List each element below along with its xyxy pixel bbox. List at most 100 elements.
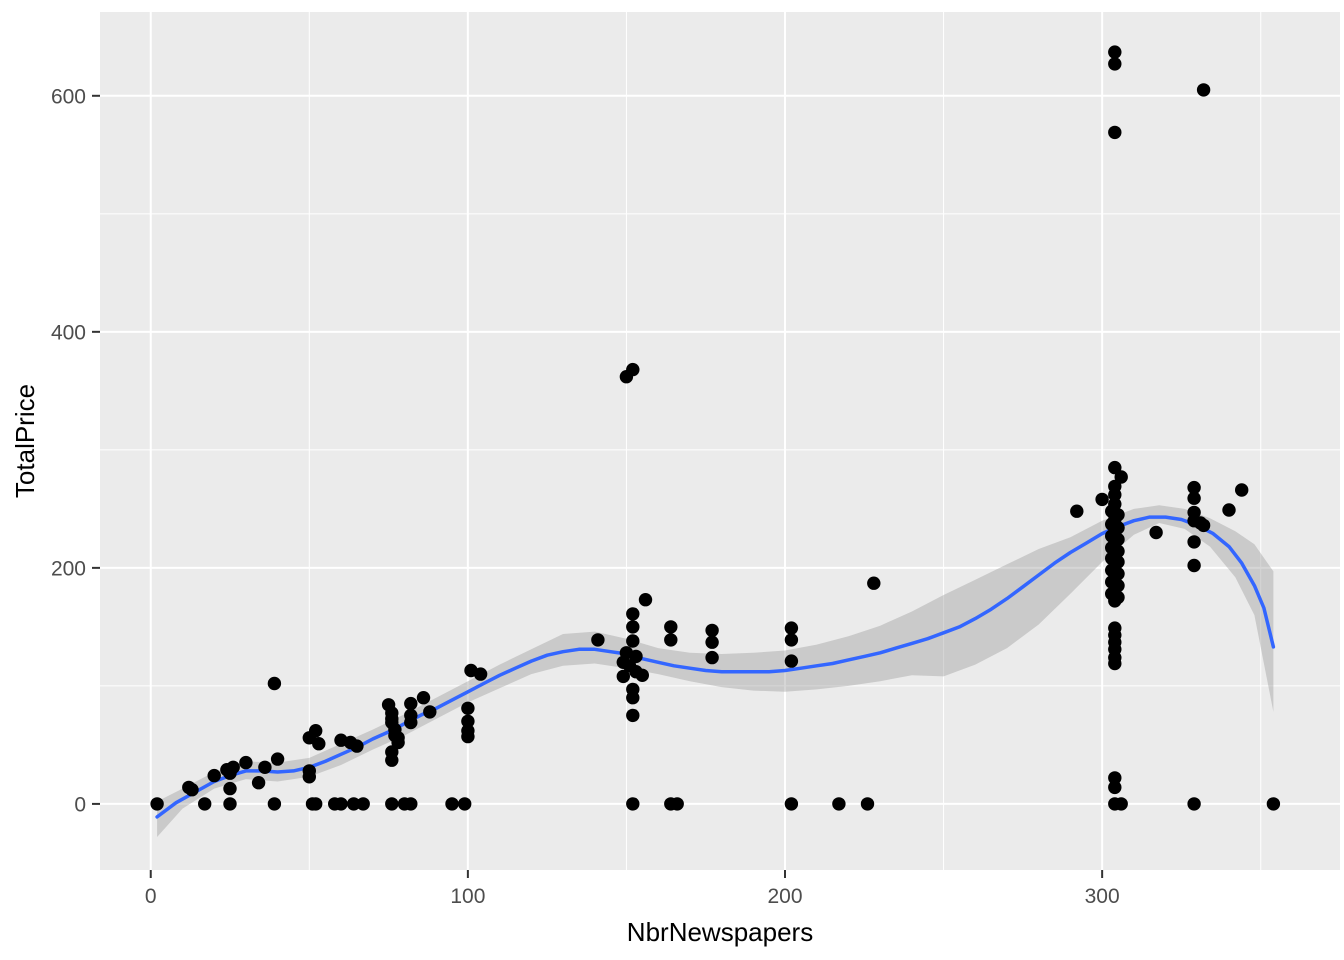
scatter-point: [626, 607, 640, 621]
scatter-point: [1108, 594, 1122, 608]
scatter-point: [1108, 488, 1122, 502]
panel-layer: [100, 12, 1340, 870]
scatter-point: [334, 797, 348, 811]
scatter-point: [473, 667, 488, 681]
scatter-point: [705, 650, 719, 665]
y-tick-label: 200: [51, 557, 86, 580]
scatter-point: [198, 797, 212, 811]
scatter-point: [1108, 656, 1122, 671]
scatter-point: [784, 654, 799, 668]
scatter-point: [270, 752, 285, 766]
x-tick-label: 0: [145, 885, 157, 908]
scatter-point: [1114, 797, 1128, 811]
scatter-point: [1187, 491, 1201, 505]
scatter-point: [267, 797, 282, 811]
axis-tick-labels: 0 100 200 300 0 200 400 600: [51, 85, 1120, 908]
scatter-point: [350, 739, 364, 753]
scatter-point: [1108, 45, 1122, 59]
scatter-point: [461, 701, 475, 715]
scatter-point: [616, 669, 630, 684]
scatter-point: [784, 797, 799, 811]
scatter-point: [1266, 797, 1281, 811]
scatter-point: [1108, 57, 1122, 71]
scatter-point: [626, 691, 640, 705]
scatter-point: [629, 649, 643, 664]
scatter-point: [1108, 460, 1122, 475]
scatter-point: [267, 676, 282, 691]
scatter-point: [207, 768, 221, 783]
scatter-point: [1187, 535, 1201, 549]
scatter-point: [1108, 125, 1122, 140]
scatter-point: [1222, 503, 1236, 517]
scatter-point: [1149, 525, 1163, 540]
scatter-point: [626, 708, 640, 723]
scatter-point: [1187, 558, 1201, 573]
scatter-point: [391, 735, 405, 750]
scatter-point: [461, 729, 475, 744]
scatter-point: [223, 781, 237, 796]
scatter-point: [1095, 492, 1109, 507]
scatter-point: [626, 620, 640, 634]
scatter-points: [150, 45, 1281, 811]
scatter-point: [638, 593, 653, 607]
scatter-point: [385, 797, 399, 811]
scatter-point: [150, 797, 164, 811]
scatter-point: [223, 797, 237, 811]
scatter-point: [626, 797, 640, 811]
scatter-point: [705, 635, 719, 649]
scatter-point: [1187, 480, 1201, 495]
scatter-point: [309, 724, 323, 738]
scatter-point: [1196, 518, 1211, 533]
scatter-point: [356, 797, 370, 811]
y-tick-label: 400: [51, 321, 86, 344]
scatter-point: [423, 705, 437, 719]
x-tick-label: 100: [450, 885, 485, 908]
scatter-point: [670, 797, 684, 811]
scatter-point: [385, 753, 399, 767]
scatter-point: [404, 696, 418, 711]
scatter-point: [1070, 504, 1084, 518]
scatter-point: [302, 770, 316, 784]
scatter-point: [312, 737, 326, 751]
scatter-point: [664, 633, 678, 647]
scatter-point: [1187, 797, 1201, 811]
scatter-point: [635, 668, 649, 682]
plot-panel: [100, 12, 1340, 870]
axis-tick-marks: [92, 94, 1104, 878]
y-axis-title: TotalPrice: [10, 384, 40, 498]
scatter-point: [626, 362, 640, 377]
scatter-point: [867, 576, 881, 590]
scatter-point: [458, 797, 472, 811]
scatter-point: [784, 621, 799, 635]
scatter-point: [404, 715, 418, 730]
scatter-point: [832, 797, 846, 811]
x-axis-title: NbrNewspapers: [627, 917, 813, 947]
scatter-point: [1108, 780, 1122, 795]
scatter-point: [1108, 771, 1122, 785]
scatter-point: [1196, 83, 1211, 97]
scatter-point: [404, 797, 418, 811]
scatter-point: [591, 633, 605, 647]
x-tick-label: 200: [767, 885, 802, 908]
scatter-point: [185, 783, 199, 797]
scatter-point: [664, 620, 678, 634]
scatter-point: [461, 714, 475, 728]
scatter-point: [445, 797, 459, 811]
scatter-point: [1235, 483, 1249, 497]
scatter-point: [258, 760, 272, 774]
scatter-point: [239, 755, 253, 770]
x-tick-label: 300: [1085, 885, 1120, 908]
scatter-point: [705, 623, 719, 638]
scatter-point: [416, 691, 431, 705]
scatter-point: [784, 633, 799, 647]
scatter-point: [626, 634, 640, 648]
minor-gridlines: [100, 12, 1340, 870]
scatter-point: [251, 776, 266, 790]
scatter-point: [1114, 470, 1128, 484]
scatter-point: [226, 760, 240, 774]
scatter-point: [860, 797, 875, 811]
y-tick-label: 600: [51, 85, 86, 108]
y-tick-label: 0: [74, 793, 86, 816]
